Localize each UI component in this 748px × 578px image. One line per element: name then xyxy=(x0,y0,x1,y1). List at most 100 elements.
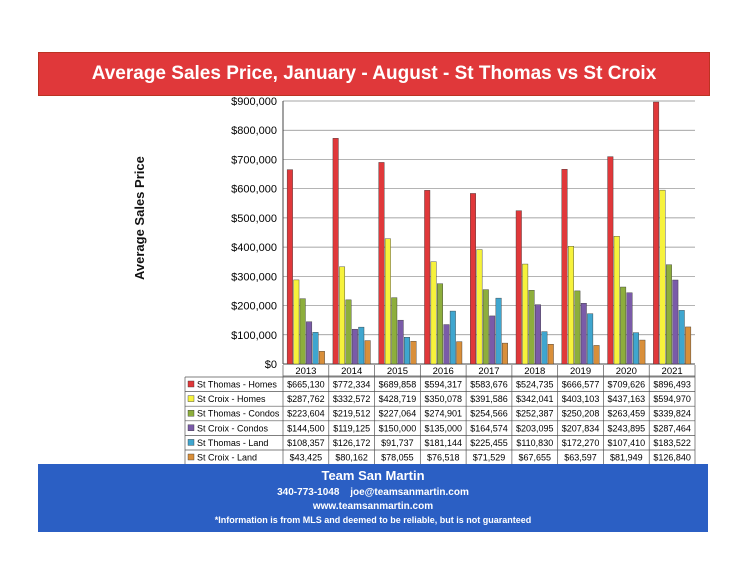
bar xyxy=(626,292,633,365)
bar xyxy=(318,351,325,365)
data-label: $437,163 xyxy=(608,394,646,404)
bar xyxy=(607,156,614,365)
bar xyxy=(286,169,293,365)
data-label: $91,737 xyxy=(381,438,414,448)
bar xyxy=(449,310,456,365)
data-label: $772,334 xyxy=(333,380,371,390)
data-label: $350,078 xyxy=(424,394,462,404)
bar xyxy=(384,238,391,365)
legend-entry: St Thomas - Condos xyxy=(197,409,280,419)
bar xyxy=(332,138,339,365)
data-label: $43,425 xyxy=(290,453,323,463)
bar xyxy=(535,304,541,365)
data-label: $135,000 xyxy=(424,423,462,433)
chart-title: Average Sales Price, January - August - … xyxy=(38,52,710,96)
data-label: $76,518 xyxy=(427,453,460,463)
data-label: $583,676 xyxy=(470,380,508,390)
data-label: $342,041 xyxy=(516,394,554,404)
footer-banner: Team San Martin 340-773-1048 joe@teamsan… xyxy=(38,464,708,532)
legend-swatch xyxy=(187,424,195,431)
data-label: $263,459 xyxy=(608,409,646,419)
x-tick-label: 2017 xyxy=(478,366,499,377)
data-label: $332,572 xyxy=(333,394,371,404)
data-label: $403,103 xyxy=(562,394,600,404)
y-tick-label: $100,000 xyxy=(231,330,277,342)
legend-swatch xyxy=(187,439,195,446)
data-label: $183,522 xyxy=(653,438,691,448)
legend-entry: St Thomas - Homes xyxy=(197,380,277,390)
y-tick-label: $900,000 xyxy=(231,96,277,108)
bar xyxy=(632,332,639,365)
data-label: $428,719 xyxy=(379,394,417,404)
bar xyxy=(456,341,463,365)
data-label: $150,000 xyxy=(379,423,417,433)
data-label: $78,055 xyxy=(381,453,414,463)
y-tick-label: $0 xyxy=(265,359,277,371)
phone-number: 340-773-1048 xyxy=(277,487,340,498)
y-tick-label: $800,000 xyxy=(231,125,277,137)
bar xyxy=(528,290,535,365)
data-label: $172,270 xyxy=(562,438,600,448)
legend-swatch xyxy=(187,410,195,417)
data-label: $709,626 xyxy=(608,380,646,390)
bar xyxy=(482,289,489,365)
data-label: $252,387 xyxy=(516,409,554,419)
x-tick-label: 2016 xyxy=(433,366,454,377)
y-tick-label: $600,000 xyxy=(231,184,277,196)
x-tick-label: 2020 xyxy=(616,366,637,377)
bar xyxy=(345,299,352,365)
data-label: $181,144 xyxy=(424,438,462,448)
data-label: $666,577 xyxy=(562,380,600,390)
data-label: $391,586 xyxy=(470,394,508,404)
bar xyxy=(351,328,358,365)
y-tick-label: $200,000 xyxy=(231,301,277,313)
data-label: $126,172 xyxy=(333,438,371,448)
data-label: $63,597 xyxy=(564,453,597,463)
data-label: $274,901 xyxy=(424,409,462,419)
data-label: $203,095 xyxy=(516,423,554,433)
bar xyxy=(561,169,568,365)
y-tick-label: $500,000 xyxy=(231,213,277,225)
data-label: $689,858 xyxy=(379,380,417,390)
data-label: $665,130 xyxy=(287,380,325,390)
bar xyxy=(299,298,306,365)
data-label: $250,208 xyxy=(562,409,600,419)
bar xyxy=(587,313,594,365)
data-label: $119,125 xyxy=(333,423,370,433)
bar xyxy=(378,162,385,365)
data-label: $107,410 xyxy=(608,438,646,448)
bar xyxy=(639,339,646,365)
data-label: $80,162 xyxy=(335,453,368,463)
bar xyxy=(515,210,522,365)
bar xyxy=(391,297,398,365)
bar xyxy=(339,266,346,365)
legend-entry: St Croix - Condos xyxy=(197,423,269,433)
y-tick-label: $700,000 xyxy=(231,154,277,166)
legend-entry: St Thomas - Land xyxy=(197,438,268,448)
bar xyxy=(430,261,437,365)
contact-line: 340-773-1048 joe@teamsanmartin.com xyxy=(38,487,708,498)
data-label: $339,824 xyxy=(653,409,691,419)
bar xyxy=(522,263,529,365)
bar xyxy=(593,345,600,365)
bar xyxy=(437,283,443,365)
data-label: $81,949 xyxy=(610,453,643,463)
data-label: $594,317 xyxy=(424,380,462,390)
x-tick-label: 2019 xyxy=(570,366,591,377)
data-label: $524,735 xyxy=(516,380,554,390)
bar xyxy=(613,236,620,365)
bar xyxy=(293,279,300,365)
bar xyxy=(470,193,476,365)
bar xyxy=(659,189,666,365)
data-label: $108,357 xyxy=(287,438,325,448)
bar xyxy=(443,324,450,365)
x-tick-label: 2013 xyxy=(295,366,316,377)
y-tick-label: $400,000 xyxy=(231,242,277,254)
x-tick-label: 2018 xyxy=(524,366,545,377)
data-label: $896,493 xyxy=(653,380,691,390)
legend-entry: St Croix - Land xyxy=(197,453,257,463)
data-label: $227,064 xyxy=(379,409,417,419)
bar xyxy=(620,286,627,365)
team-name: Team San Martin xyxy=(321,468,425,483)
